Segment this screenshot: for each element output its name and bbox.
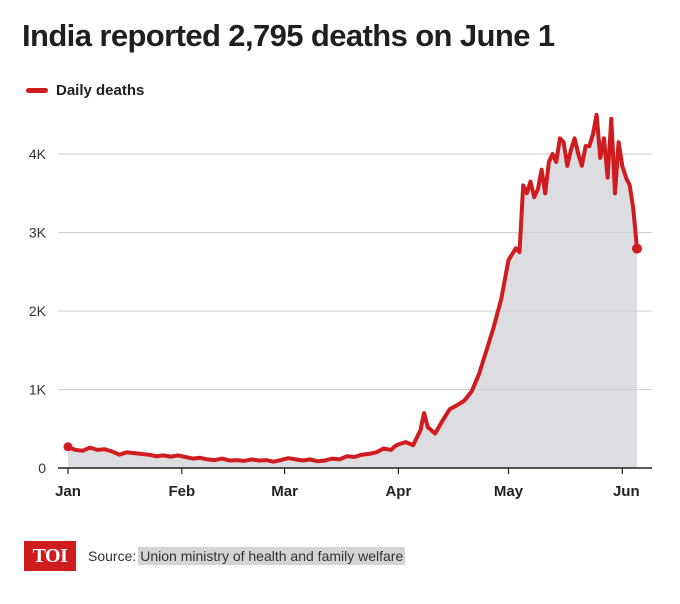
y-tick-label-3K: 3K [29, 225, 47, 241]
source-text: Union ministry of health and family welf… [138, 547, 406, 565]
chart-legend: Daily deaths [26, 82, 144, 99]
x-tick-label-Mar: Mar [271, 483, 298, 500]
series-line-daily-deaths [66, 112, 639, 464]
y-tick-label-0: 0 [38, 460, 46, 476]
y-tick-label-2K: 2K [29, 303, 47, 319]
source-footer: TOI Source: Union ministry of health and… [24, 541, 406, 571]
x-tick-label-Jun: Jun [613, 483, 640, 500]
y-tick-label-1K: 1K [29, 382, 47, 398]
x-tick-label-Feb: Feb [168, 483, 195, 500]
start-point-marker [63, 442, 73, 452]
end-point-marker [632, 243, 642, 254]
toi-logo: TOI [24, 541, 76, 571]
y-tick-label-4K: 4K [29, 146, 47, 162]
series-area-daily-deaths [68, 114, 637, 469]
x-tick-label-Jan: Jan [55, 483, 81, 500]
source-prefix: Source: [88, 548, 137, 564]
x-tick-label-Apr: Apr [385, 483, 411, 500]
x-tick-label-May: May [494, 483, 524, 500]
legend-label: Daily deaths [56, 82, 145, 99]
chart-title: India reported 2,795 deaths on June 1 [22, 18, 555, 53]
legend-line-swatch [26, 88, 48, 93]
